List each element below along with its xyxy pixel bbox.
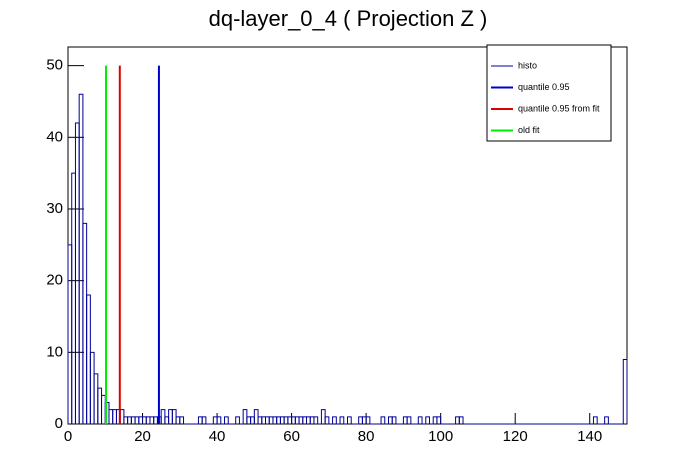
histogram-bin — [67, 244, 73, 424]
histogram-bin — [283, 416, 289, 424]
histogram-bin — [276, 416, 281, 424]
x-tick-label: 60 — [283, 428, 300, 445]
histogram-bin — [160, 409, 166, 424]
histogram-bin — [97, 387, 103, 424]
x-tick-label: 120 — [503, 428, 528, 445]
histogram-bin — [235, 416, 240, 424]
histogram-bin — [86, 294, 91, 424]
legend-label: quantile 0.95 — [518, 82, 570, 92]
legend-label: quantile 0.95 from fit — [518, 103, 600, 113]
histogram-bin — [108, 409, 114, 424]
histogram-bin — [168, 409, 173, 424]
histogram-bin — [387, 416, 393, 424]
histogram-bin — [455, 416, 460, 424]
histogram-bin — [179, 416, 185, 424]
histogram-bin — [320, 409, 326, 424]
histogram-bin — [164, 416, 170, 424]
histogram-bin — [298, 416, 304, 424]
histogram-bin — [82, 222, 88, 424]
histogram-bin — [74, 122, 80, 424]
histogram-bin — [425, 416, 430, 424]
histogram-bin — [272, 416, 278, 424]
histogram-bin — [332, 416, 337, 424]
histogram-bin — [294, 416, 300, 424]
histogram-bin — [250, 416, 255, 424]
histogram-bin — [257, 416, 263, 424]
histogram-bin — [402, 416, 408, 424]
histogram-bin — [358, 416, 363, 424]
histogram-bin — [130, 416, 136, 424]
y-tick-label: 20 — [46, 272, 63, 289]
histogram-bin — [142, 416, 147, 424]
y-tick-label: 0 — [55, 415, 63, 432]
histogram-bin — [268, 416, 274, 424]
legend-label: histo — [518, 60, 537, 70]
x-tick-label: 20 — [134, 428, 151, 445]
y-tick-label: 30 — [46, 200, 63, 217]
histogram-bin — [101, 394, 106, 424]
histogram-bin — [197, 416, 203, 424]
x-tick-label: 40 — [209, 428, 226, 445]
histogram-bin — [306, 416, 311, 424]
legend-label: old fit — [518, 125, 540, 135]
histogram-bin — [324, 416, 330, 424]
histogram-bin — [432, 416, 438, 424]
histogram-bin — [123, 416, 129, 424]
histogram-bin — [391, 416, 397, 424]
histogram-bin — [417, 416, 423, 424]
y-tick-label: 10 — [46, 343, 63, 360]
histogram-bin — [592, 416, 598, 424]
histogram-bin — [93, 373, 99, 424]
histogram-bin — [458, 416, 464, 424]
histogram-bin — [134, 416, 140, 424]
x-tick-label: 100 — [428, 428, 453, 445]
histogram-bin — [171, 409, 177, 424]
histogram-bin — [78, 93, 84, 424]
histogram-bin — [216, 416, 222, 424]
histogram-bin — [127, 416, 132, 424]
histogram-bin — [89, 351, 95, 424]
histogram-bin — [436, 416, 442, 424]
histogram-bin — [212, 416, 218, 424]
histogram-bin — [253, 409, 259, 424]
x-tick-label: 0 — [64, 428, 72, 445]
x-tick-label: 80 — [358, 428, 375, 445]
histogram-bin — [291, 416, 296, 424]
histogram-bin — [287, 416, 293, 424]
histogram-bin — [145, 416, 151, 424]
histogram-bin — [224, 416, 229, 424]
histogram-bin — [149, 416, 155, 424]
histogram-bin — [380, 416, 386, 424]
histogram-bin — [112, 409, 117, 424]
histogram-bin — [261, 416, 267, 424]
x-tick-label: 140 — [577, 428, 602, 445]
histogram-bin — [201, 416, 207, 424]
y-tick-label: 50 — [46, 57, 63, 74]
histogram-bin — [153, 416, 158, 424]
histogram-bin — [265, 416, 270, 424]
histogram-bin — [71, 172, 76, 424]
histogram-bin — [622, 358, 628, 424]
histogram-bin — [309, 416, 315, 424]
histogram-bin — [138, 416, 144, 424]
histogram-bin — [361, 416, 367, 424]
histogram-bin — [604, 416, 609, 424]
legend — [486, 44, 612, 142]
histogram-bin — [347, 416, 352, 424]
histogram-bin — [313, 416, 319, 424]
histogram-bin — [246, 416, 252, 424]
histogram-bin — [175, 416, 181, 424]
histogram-bin — [279, 416, 285, 424]
histogram-bin — [242, 409, 248, 424]
histogram-bin — [365, 416, 371, 424]
histogram-bin — [339, 416, 345, 424]
histogram-bin — [406, 416, 412, 424]
histogram-bin — [302, 416, 308, 424]
y-tick-label: 40 — [46, 128, 63, 145]
chart-title: dq-layer_0_4 ( Projection Z ) — [209, 6, 488, 31]
